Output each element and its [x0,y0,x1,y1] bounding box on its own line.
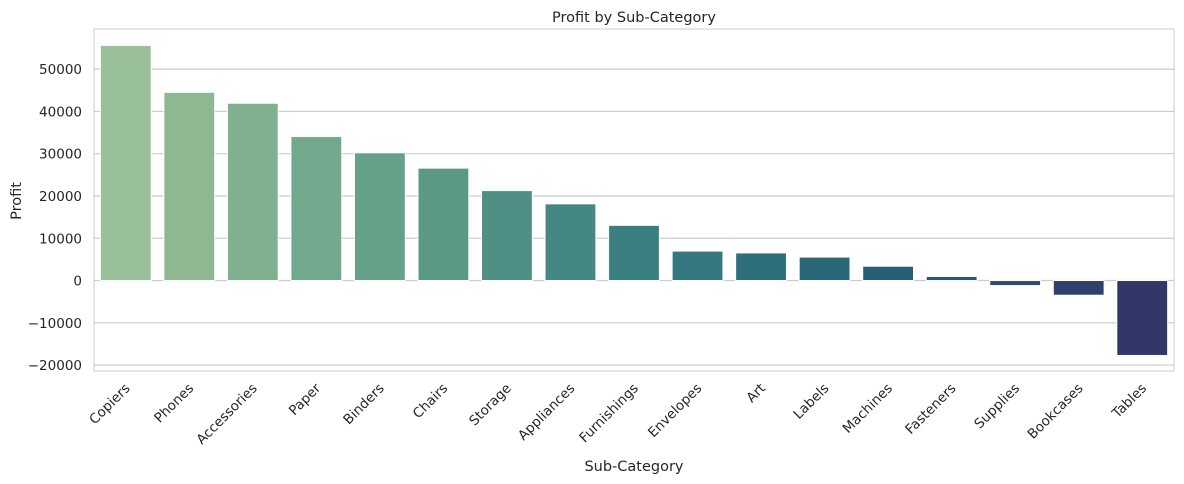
x-axis-title: Sub-Category [584,459,683,475]
y-tick-label: 10000 [39,231,82,247]
bar-fasteners [925,276,978,282]
y-tick-label: 20000 [39,189,82,205]
y-tick-label: 40000 [39,104,82,120]
x-tick-label: Accessories [193,381,260,448]
x-tick-label: Phones [151,381,197,427]
bar-envelopes [671,250,724,282]
x-tick-label: Binders [340,381,387,428]
bar-tables [1116,280,1169,356]
y-axis-ticks: −20000 −10000 0 10000 20000 30000 40000 50000 [28,62,82,374]
y-tick-label: 0 [73,274,82,290]
bar-art [735,252,787,282]
y-tick-label: 50000 [39,62,82,78]
x-tick-label: Envelopes [645,381,705,441]
x-tick-label: Furnishings [576,381,642,447]
x-tick-label: Bookcases [1025,381,1087,443]
bar-machines [862,265,915,282]
bar-appliances [544,203,597,282]
bar-copiers [99,44,152,282]
bar-chairs [417,167,470,282]
bar-bookcases [1052,280,1105,296]
x-tick-label: Appliances [515,381,578,444]
x-tick-label: Fasteners [902,381,959,438]
y-tick-label: −20000 [28,358,82,374]
bar-paper [290,136,343,282]
bar-phones [163,91,216,282]
x-tick-label: Copiers [86,381,133,428]
y-axis-title: Profit [9,182,25,220]
x-tick-label: Tables [1108,381,1150,423]
x-tick-label: Storage [466,381,515,430]
y-tick-label: 30000 [39,147,82,163]
x-tick-label: Art [743,381,769,407]
x-tick-label: Machines [840,381,896,437]
bar-series [99,44,1169,356]
x-tick-label: Chairs [410,381,451,422]
bar-accessories [226,102,279,282]
bar-furnishings [608,224,660,282]
x-tick-label: Paper [286,380,325,419]
chart-title: Profit by Sub-Category [552,10,716,26]
bar-binders [353,152,406,282]
x-tick-label: Labels [790,381,832,423]
x-tick-label: Supplies [971,381,1023,433]
y-tick-label: −10000 [28,316,82,332]
bar-labels [798,256,851,282]
bar-supplies [989,280,1042,287]
bar-storage [481,190,533,282]
